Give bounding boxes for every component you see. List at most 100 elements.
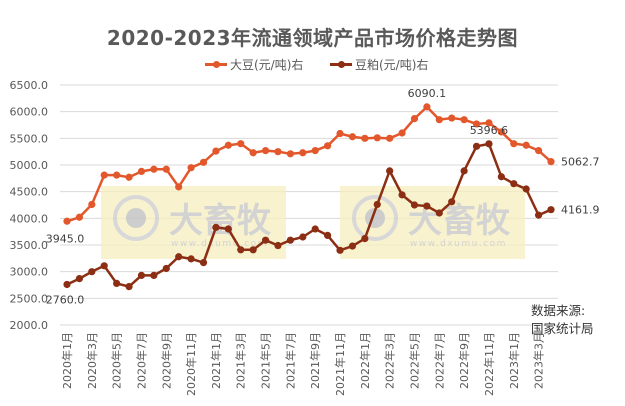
- data-point[interactable]: [299, 149, 307, 157]
- data-point[interactable]: [398, 191, 406, 199]
- x-tick-label: 2021年9月: [308, 332, 322, 389]
- data-point[interactable]: [448, 198, 456, 206]
- data-point[interactable]: [274, 241, 282, 250]
- data-point[interactable]: [398, 129, 406, 137]
- data-point[interactable]: [299, 233, 307, 241]
- data-point[interactable]: [237, 140, 245, 148]
- data-point[interactable]: [224, 141, 232, 149]
- data-point[interactable]: [423, 103, 431, 111]
- series-line: [66, 105, 552, 223]
- data-point[interactable]: [324, 231, 332, 239]
- x-tick-label: 2022年3月: [383, 332, 397, 389]
- data-point[interactable]: [497, 173, 505, 181]
- y-tick-label: 5000.0: [10, 159, 49, 172]
- data-point[interactable]: [187, 164, 195, 172]
- data-point[interactable]: [510, 140, 518, 148]
- data-point[interactable]: [175, 253, 183, 261]
- data-point[interactable]: [286, 236, 294, 244]
- data-point[interactable]: [162, 264, 170, 273]
- data-point[interactable]: [472, 142, 481, 150]
- data-point[interactable]: [485, 140, 493, 148]
- x-tick-label: 2021年5月: [259, 332, 273, 389]
- data-point[interactable]: [361, 235, 369, 243]
- data-point[interactable]: [88, 268, 96, 276]
- data-point[interactable]: [162, 165, 170, 173]
- data-point[interactable]: [113, 279, 121, 287]
- data-point[interactable]: [100, 171, 108, 179]
- data-point[interactable]: [534, 147, 543, 155]
- data-point[interactable]: [88, 200, 96, 209]
- data-point[interactable]: [237, 246, 245, 254]
- data-point[interactable]: [113, 171, 121, 179]
- x-tick-label: 2020年11月: [184, 332, 198, 396]
- data-point[interactable]: [261, 147, 270, 155]
- data-point[interactable]: [460, 116, 468, 124]
- data-point[interactable]: [510, 180, 518, 188]
- data-point[interactable]: [286, 150, 294, 158]
- data-point[interactable]: [373, 200, 381, 209]
- data-point[interactable]: [534, 211, 543, 219]
- x-tick-label: 2020年1月: [60, 332, 74, 389]
- data-point[interactable]: [199, 259, 208, 267]
- data-point[interactable]: [311, 225, 319, 233]
- data-point[interactable]: [75, 213, 84, 221]
- data-point[interactable]: [150, 271, 158, 279]
- data-point[interactable]: [435, 116, 443, 124]
- data-point[interactable]: [460, 167, 468, 175]
- data-point[interactable]: [63, 217, 71, 225]
- data-point[interactable]: [137, 271, 146, 279]
- legend-label-soybean-meal: 豆粕(元/吨)右: [355, 58, 429, 72]
- data-point[interactable]: [150, 165, 158, 173]
- data-point[interactable]: [336, 129, 344, 138]
- data-point[interactable]: [373, 134, 381, 142]
- data-point[interactable]: [386, 167, 394, 175]
- data-point[interactable]: [423, 202, 431, 210]
- data-point[interactable]: [187, 255, 195, 263]
- x-tick-label: 2022年5月: [407, 332, 421, 389]
- x-tick-label: 2021年7月: [283, 332, 297, 389]
- data-point[interactable]: [410, 115, 419, 123]
- data-point[interactable]: [497, 128, 505, 136]
- data-point[interactable]: [386, 134, 394, 142]
- data-point[interactable]: [274, 148, 282, 156]
- data-point[interactable]: [137, 167, 146, 175]
- data-point[interactable]: [485, 119, 493, 127]
- data-point[interactable]: [522, 185, 530, 193]
- data-point[interactable]: [125, 283, 133, 291]
- data-point[interactable]: [175, 183, 183, 191]
- data-point[interactable]: [547, 158, 555, 166]
- data-point[interactable]: [311, 147, 319, 155]
- source-name: 国家统计局: [531, 321, 594, 336]
- data-point[interactable]: [224, 225, 232, 233]
- data-point[interactable]: [63, 280, 71, 289]
- data-label: 5396.6: [470, 124, 509, 137]
- data-point[interactable]: [348, 133, 357, 141]
- legend-item-soybean[interactable]: 大豆(元/吨)右: [205, 56, 303, 73]
- data-point[interactable]: [336, 246, 344, 254]
- data-point[interactable]: [199, 158, 208, 166]
- data-point[interactable]: [547, 206, 555, 214]
- x-tick-label: 2020年3月: [85, 332, 99, 389]
- data-point[interactable]: [324, 142, 332, 150]
- data-point[interactable]: [261, 236, 270, 244]
- data-point[interactable]: [361, 134, 369, 142]
- data-point[interactable]: [212, 147, 220, 155]
- data-point[interactable]: [435, 209, 443, 217]
- data-point[interactable]: [348, 242, 357, 250]
- data-point[interactable]: [125, 173, 133, 181]
- data-point[interactable]: [75, 275, 84, 283]
- data-point[interactable]: [522, 141, 530, 149]
- data-point[interactable]: [472, 120, 481, 128]
- legend-label-soybean: 大豆(元/吨)右: [230, 58, 304, 72]
- chart-title: 2020-2023年流通领域产品市场价格走势图: [106, 26, 519, 50]
- x-tick-label: 2022年7月: [432, 332, 446, 389]
- y-tick-label: 4500.0: [10, 186, 49, 199]
- data-point[interactable]: [100, 262, 108, 270]
- legend-item-soybean-meal[interactable]: 豆粕(元/吨)右: [330, 56, 428, 73]
- data-point[interactable]: [212, 223, 220, 231]
- data-point[interactable]: [448, 114, 456, 122]
- data-point[interactable]: [410, 201, 419, 209]
- data-point[interactable]: [249, 246, 257, 254]
- data-point[interactable]: [249, 149, 257, 157]
